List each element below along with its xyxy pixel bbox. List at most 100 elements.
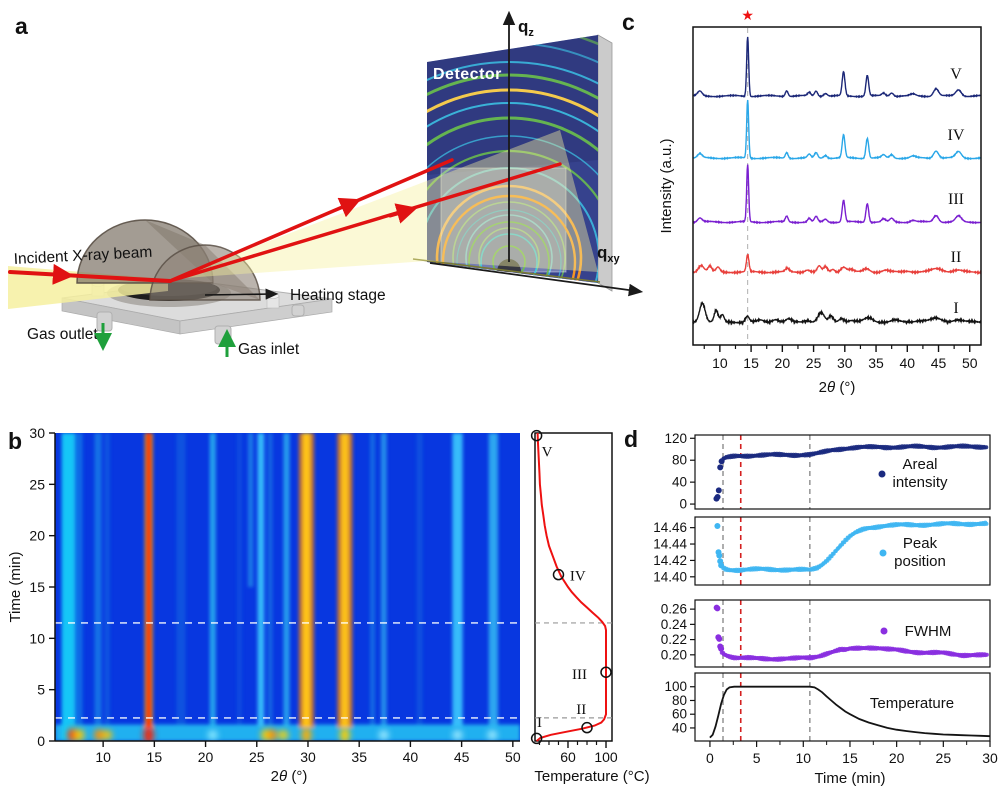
tick-label: 20 bbox=[29, 528, 45, 544]
heatmap-streak bbox=[104, 433, 110, 741]
xray-fan-right bbox=[170, 130, 598, 279]
heatmap-streak bbox=[416, 433, 423, 726]
qxy-label: qxy bbox=[597, 243, 621, 265]
xrd-trace-II bbox=[692, 253, 982, 276]
tick-label: 0 bbox=[37, 733, 45, 749]
heatmap-blob bbox=[278, 730, 289, 740]
tick-label: 10 bbox=[29, 630, 45, 646]
heatmap-blob bbox=[487, 730, 498, 740]
d-legend-label-0: Areal bbox=[902, 456, 937, 473]
stage-label-IV: IV bbox=[570, 569, 586, 585]
d-legend-label-1: Peak bbox=[903, 535, 938, 552]
d-box-2 bbox=[694, 599, 991, 668]
stage-label-III: III bbox=[572, 667, 587, 683]
platform-leg bbox=[214, 325, 232, 345]
c-ylabel: Intensity (a.u.) bbox=[658, 138, 675, 233]
d-xlabel: Time (min) bbox=[814, 770, 885, 787]
xrd-trace-label-II: II bbox=[951, 249, 962, 266]
beamstop bbox=[497, 259, 521, 272]
xrd-trace-III bbox=[692, 164, 982, 225]
gas-outlet-callout: Gas outlet bbox=[27, 323, 112, 351]
xrd-trace-label-I: I bbox=[953, 300, 958, 317]
panel-a-letter: a bbox=[15, 13, 28, 39]
heatmap-streak bbox=[236, 433, 242, 726]
panel-b-heatmap: b 10 15 20 25 30 35 40 45 50 0 5 10 15 20 25 30 2θ (°) Ti… bbox=[7, 425, 650, 785]
heatmap-streak bbox=[61, 433, 75, 741]
heatmap-blob bbox=[143, 726, 154, 741]
temp-profile-box bbox=[534, 432, 613, 742]
temperature-profile-curve bbox=[535, 432, 607, 742]
b-ylabel: Time (min) bbox=[7, 551, 24, 622]
tick-label: 15 bbox=[842, 750, 858, 766]
stage-label-II: II bbox=[576, 702, 586, 718]
d-legend-label-1: position bbox=[894, 553, 946, 570]
d-legend-dot-1 bbox=[879, 549, 887, 557]
giwaxs-inset bbox=[440, 167, 567, 273]
tick-label: 10 bbox=[712, 355, 728, 371]
d-series-0 bbox=[713, 443, 989, 502]
tick-label: 0.26 bbox=[661, 602, 687, 617]
b-temp-xlabel: Temperature (°C) bbox=[534, 768, 649, 785]
tick-label: 0.24 bbox=[661, 617, 688, 632]
heatmap-blob bbox=[301, 727, 312, 741]
tick-label: 0 bbox=[679, 497, 687, 512]
d-box-1 bbox=[694, 516, 991, 586]
tick-label: 30 bbox=[837, 355, 853, 371]
heatmap-streak bbox=[248, 433, 254, 587]
stage-marker-IV bbox=[552, 568, 565, 581]
c-xlabel: 2θ (°) bbox=[819, 379, 856, 396]
tick-label: 60 bbox=[560, 749, 576, 765]
c-plot-box bbox=[692, 26, 982, 346]
d-series-3 bbox=[709, 685, 991, 739]
tick-label: 45 bbox=[931, 355, 947, 371]
tick-label: 50 bbox=[962, 355, 978, 371]
tick-label: 10 bbox=[95, 749, 111, 765]
panel-b-letter: b bbox=[8, 428, 22, 454]
xrd-trace-IV bbox=[692, 99, 982, 161]
gas-outlet-label: Gas outlet bbox=[27, 326, 98, 343]
qz-label: qz bbox=[518, 17, 534, 39]
tick-label: 14.46 bbox=[653, 520, 687, 535]
tick-label: 15 bbox=[743, 355, 759, 371]
tick-label: 50 bbox=[505, 749, 521, 765]
b-xlabel: 2θ (°) bbox=[271, 768, 308, 785]
tick-label: 25 bbox=[806, 355, 822, 371]
stage-marker-II bbox=[581, 721, 593, 734]
heatmap-streak bbox=[74, 433, 83, 741]
xrd-trace-label-IV: IV bbox=[948, 127, 965, 144]
qxy-axis bbox=[429, 262, 644, 297]
tick-label: 0.22 bbox=[661, 632, 687, 647]
heatmap-streak bbox=[341, 433, 349, 728]
tick-label: 100 bbox=[594, 749, 618, 765]
heatmap-blob bbox=[94, 729, 105, 741]
tick-label: 25 bbox=[936, 750, 952, 766]
tick-label: 15 bbox=[147, 749, 163, 765]
d-legend-label-3: Temperature bbox=[870, 695, 954, 712]
heatmap-streak bbox=[267, 433, 273, 726]
heatmap-streak bbox=[488, 433, 498, 726]
gas-inlet-label: Gas inlet bbox=[238, 341, 300, 358]
d-legend-dot-0 bbox=[878, 470, 886, 478]
tick-label: 60 bbox=[672, 707, 687, 722]
tick-label: 20 bbox=[775, 355, 791, 371]
heatmap-blob bbox=[267, 729, 278, 741]
tick-label: 5 bbox=[753, 750, 761, 766]
heating-stage-label: Heating stage bbox=[290, 287, 386, 304]
heatmap-streak bbox=[209, 433, 216, 726]
heatmap-streak bbox=[146, 433, 151, 729]
tick-label: 40 bbox=[672, 720, 687, 735]
diffracted-beam-lower bbox=[168, 162, 562, 283]
d-box-3 bbox=[694, 672, 991, 742]
heatmap-blob bbox=[339, 727, 350, 741]
tick-label: 14.40 bbox=[653, 569, 687, 584]
gas-inlet-callout: Gas inlet bbox=[218, 329, 300, 358]
tick-label: 0 bbox=[706, 750, 714, 766]
heatmap-blob bbox=[378, 730, 389, 740]
d-series-2 bbox=[713, 604, 989, 662]
tick-label: 25 bbox=[29, 476, 45, 492]
d-legend-label-0: intensity bbox=[892, 474, 948, 491]
heatmap-streak bbox=[380, 433, 387, 726]
tick-label: 80 bbox=[672, 693, 687, 708]
tick-label: 40 bbox=[899, 355, 915, 371]
incident-beam-line bbox=[8, 270, 172, 283]
